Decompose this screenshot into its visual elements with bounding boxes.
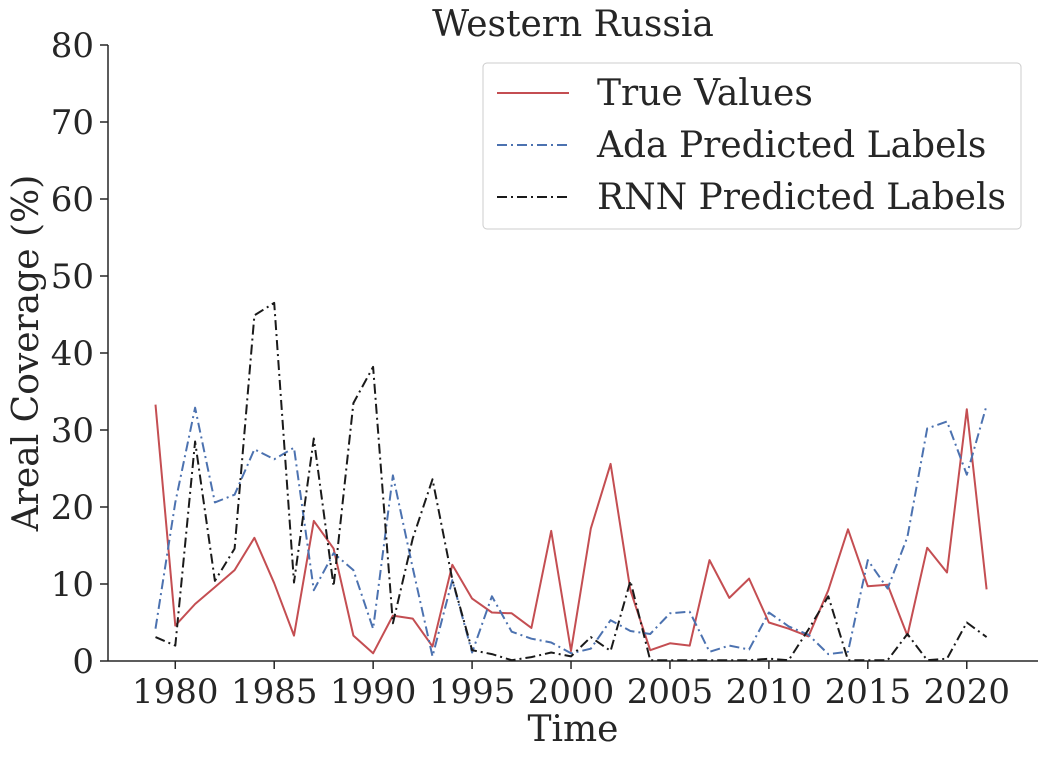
x-tick-label: 2000 bbox=[528, 672, 615, 712]
x-tick-label: 1980 bbox=[132, 672, 219, 712]
y-tick-label: 10 bbox=[51, 565, 94, 605]
x-tick-label: 2020 bbox=[924, 672, 1011, 712]
x-axis-label: Time bbox=[528, 709, 619, 750]
legend-label: Ada Predicted Labels bbox=[596, 125, 986, 166]
y-tick-label: 40 bbox=[51, 334, 94, 374]
y-tick-label: 50 bbox=[51, 257, 94, 297]
y-axis-label: Areal Coverage (%) bbox=[6, 175, 47, 533]
x-tick-label: 2010 bbox=[726, 672, 813, 712]
y-tick-label: 60 bbox=[51, 180, 94, 220]
x-tick-group: 1980 1985 1990 1995 2000 2005 2010 2015 2020 bbox=[132, 661, 1010, 712]
legend-frame bbox=[482, 62, 1022, 230]
x-axis: 1980 1985 1990 1995 2000 2005 2010 2015 2020 bbox=[108, 660, 1038, 712]
series-layer bbox=[154, 301, 988, 662]
legend-label: RNN Predicted Labels bbox=[597, 177, 1006, 218]
y-tick-label: 80 bbox=[51, 26, 94, 66]
x-tick-label: 1985 bbox=[231, 672, 318, 712]
y-axis: 0 10 20 30 40 50 60 70 80 bbox=[51, 26, 109, 682]
x-tick-label: 1990 bbox=[330, 672, 417, 712]
series-line-1 bbox=[154, 404, 988, 655]
y-tick-label: 20 bbox=[51, 488, 94, 528]
y-tick-label: 0 bbox=[72, 642, 94, 682]
x-tick-label: 1995 bbox=[429, 672, 516, 712]
y-tick-label: 30 bbox=[51, 411, 94, 451]
legend: True Values Ada Predicted Labels RNN Predi… bbox=[482, 62, 1022, 230]
series-line-3 bbox=[155, 301, 988, 662]
y-tick-label: 70 bbox=[51, 103, 94, 143]
series-line-2 bbox=[154, 405, 988, 658]
x-tick-label: 2005 bbox=[627, 672, 714, 712]
x-tick-label: 2015 bbox=[825, 672, 912, 712]
y-tick-group: 0 10 20 30 40 50 60 70 80 bbox=[51, 26, 108, 682]
chart-title: Western Russia bbox=[432, 4, 714, 45]
legend-label: True Values bbox=[597, 73, 813, 114]
